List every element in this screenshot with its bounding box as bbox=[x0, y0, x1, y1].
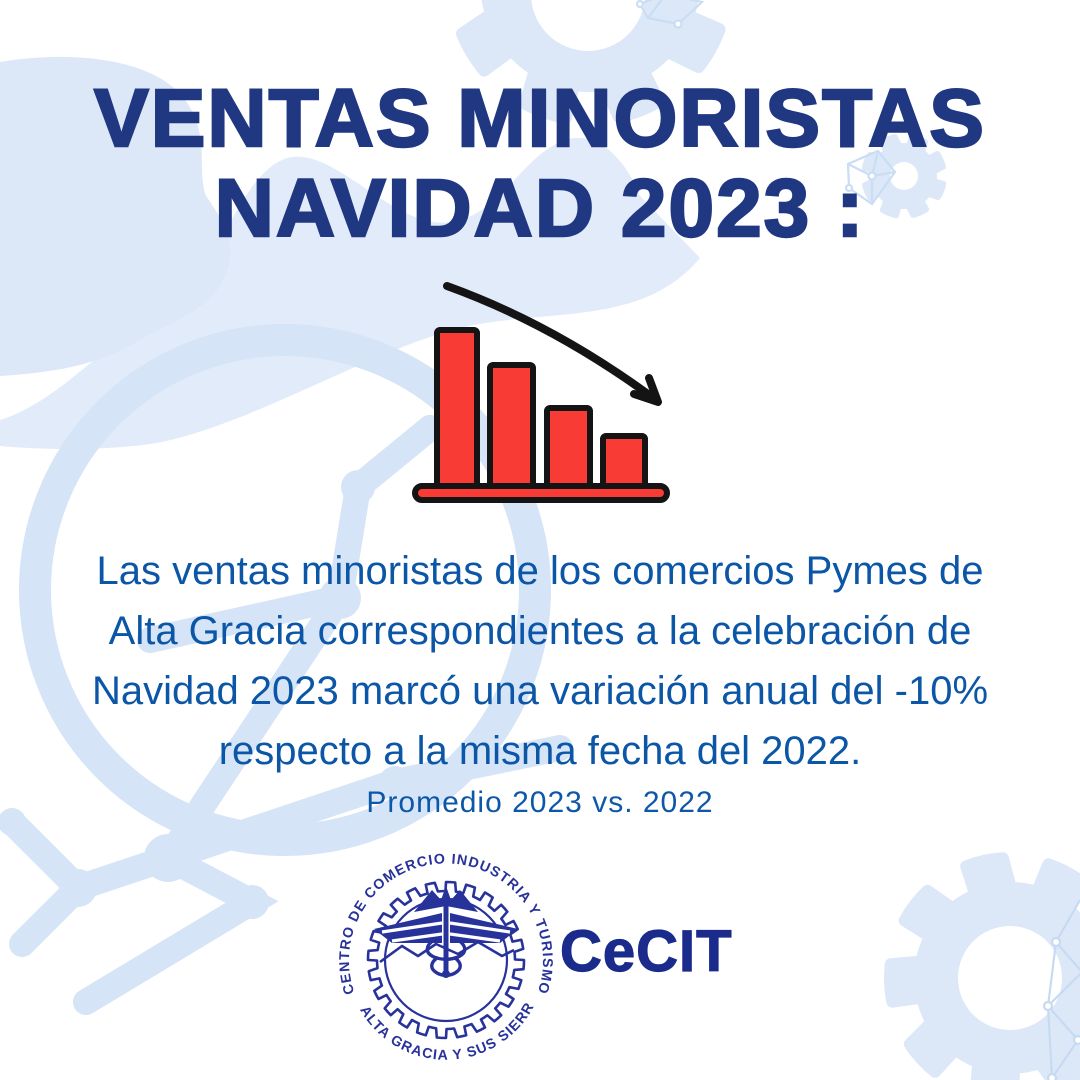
cecit-logo: CENTRO DE COMERCIO INDUSTRIA Y TURISMO D… bbox=[334, 850, 554, 1064]
title-line-1: VENTAS MINORISTAS bbox=[93, 72, 986, 165]
bar bbox=[487, 362, 536, 491]
chart-base bbox=[412, 483, 670, 503]
body-paragraph: Las ventas minoristas de los comercios P… bbox=[40, 541, 1040, 781]
poster-title: VENTAS MINORISTAS NAVIDAD 2023 : bbox=[0, 72, 1080, 255]
cecit-wordmark: CeCIT bbox=[559, 918, 733, 984]
body-line: Navidad 2023 marcó una variación anual d… bbox=[91, 669, 989, 713]
bar bbox=[434, 327, 480, 491]
network-graphic bbox=[0, 324, 573, 1015]
gear-hole bbox=[958, 926, 1062, 1030]
comparison-note: Promedio 2023 vs. 2022 bbox=[366, 786, 714, 819]
gear-icon bbox=[456, 0, 726, 124]
bar bbox=[544, 405, 593, 491]
down-trend-arrow-icon bbox=[443, 282, 662, 406]
lowpoly-mesh-icon bbox=[844, 149, 897, 206]
title-line-2: NAVIDAD 2023 : bbox=[213, 162, 866, 255]
body-line: Alta Gracia correspondientes a la celebr… bbox=[108, 609, 972, 653]
body-line: Las ventas minoristas de los comercios P… bbox=[96, 549, 984, 593]
declining-bar-chart-icon bbox=[412, 282, 670, 503]
wave-shape bbox=[0, 56, 231, 377]
gear-hole bbox=[890, 162, 918, 190]
logo-emblem bbox=[374, 886, 518, 978]
gear-hole bbox=[531, 0, 645, 51]
lowpoly-mesh-icon bbox=[635, 0, 705, 29]
body-line: respecto a la misma fecha del 2022. bbox=[218, 729, 862, 773]
lowpoly-mesh-icon bbox=[1042, 899, 1080, 1080]
bar bbox=[600, 433, 648, 491]
